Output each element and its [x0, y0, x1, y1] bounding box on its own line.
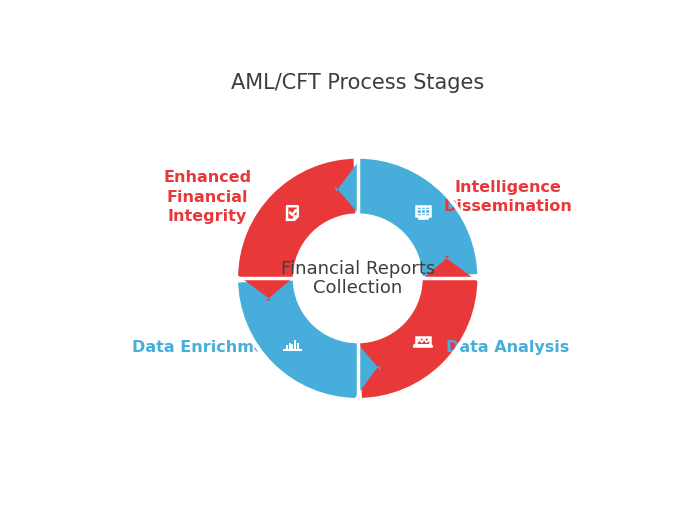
Polygon shape: [421, 255, 480, 301]
Wedge shape: [236, 157, 355, 276]
Bar: [294, 340, 296, 350]
Text: Data Enrichment: Data Enrichment: [132, 340, 283, 355]
Circle shape: [296, 217, 419, 340]
Text: Enhanced
Financial
Integrity: Enhanced Financial Integrity: [163, 170, 252, 224]
Text: Data Analysis: Data Analysis: [446, 340, 570, 355]
Text: Intelligence
Dissemination: Intelligence Dissemination: [443, 180, 572, 214]
Bar: [416, 206, 430, 216]
Polygon shape: [334, 341, 381, 400]
Bar: [292, 344, 293, 350]
Wedge shape: [360, 157, 480, 276]
Bar: [297, 343, 299, 350]
Text: Financial Reports: Financial Reports: [281, 260, 435, 278]
Text: Collection: Collection: [313, 279, 402, 297]
Text: AML/CFT Process Stages: AML/CFT Process Stages: [231, 73, 484, 93]
Polygon shape: [334, 157, 381, 216]
Wedge shape: [360, 280, 480, 400]
Polygon shape: [236, 255, 295, 301]
Bar: [286, 345, 288, 350]
Bar: [289, 343, 290, 350]
Bar: [416, 337, 430, 345]
Wedge shape: [236, 280, 355, 400]
